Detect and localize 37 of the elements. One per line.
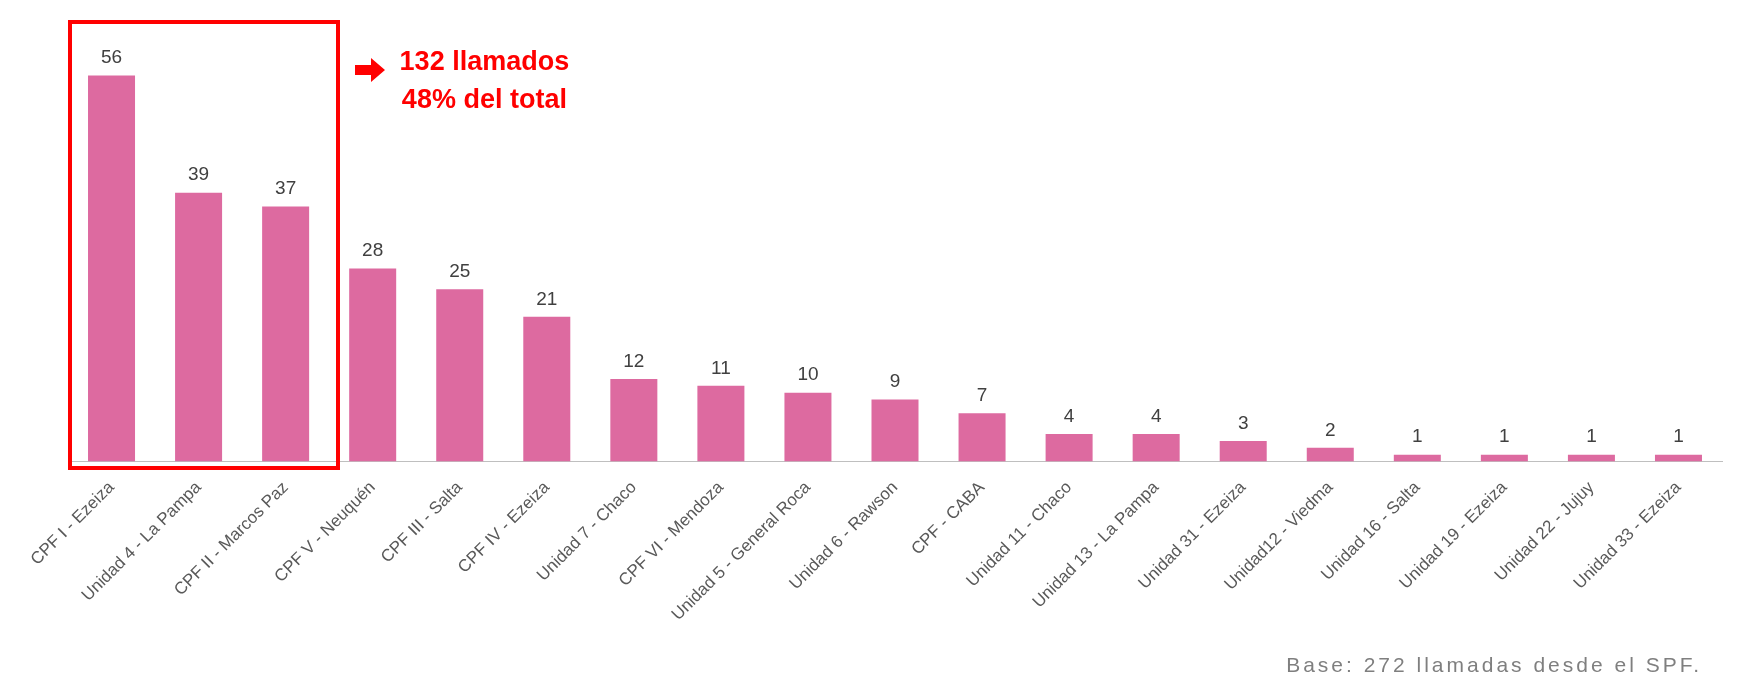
bar [1219,440,1267,462]
data-label: 4 [1150,404,1162,426]
bar [871,399,919,462]
data-label: 9 [889,370,901,392]
bar [349,268,397,462]
bar [1132,434,1180,462]
bar [523,316,571,462]
data-label: 10 [797,363,819,385]
text: Base: 272 llamadas desde el SPF. [1286,653,1702,677]
data-label: 11 [711,356,731,378]
bar [436,289,484,462]
data-label: 12 [623,349,645,371]
data-label: 1 [1412,425,1423,447]
annotation: 132 llamados [399,45,570,78]
bar [784,392,832,462]
bar [610,378,658,462]
data-label: 2 [1324,418,1336,440]
data-label: 3 [1237,411,1249,433]
bar [697,385,745,462]
bar [88,75,136,462]
data-label: 37 [275,177,297,199]
bar [1045,434,1093,462]
data-label: 7 [976,384,988,406]
data-label: 39 [188,163,210,185]
bar [1306,447,1354,462]
data-label: 25 [449,260,471,281]
data-label: 1 [1499,425,1510,447]
data-label: 1 [1586,425,1597,447]
bar [262,206,310,462]
data-label: 28 [362,239,384,261]
data-label: 21 [536,287,558,309]
bar [958,413,1006,462]
data-label: 4 [1063,404,1075,426]
data-label: 1 [1673,425,1684,447]
data-label: 56 [100,46,123,68]
bar [175,192,223,462]
annotation: 48% del total [400,83,568,116]
